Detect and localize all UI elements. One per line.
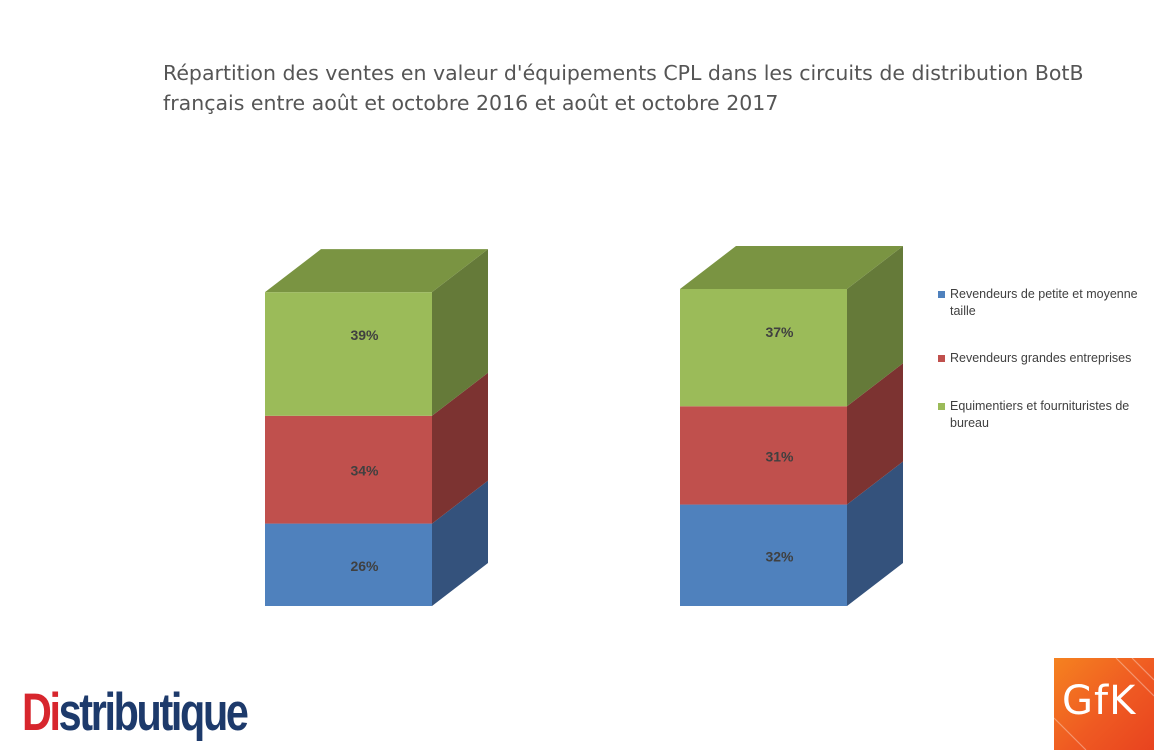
legend-item-enterprise-resellers: Revendeurs grandes entreprises bbox=[938, 350, 1158, 367]
bar-segment-side bbox=[432, 372, 488, 524]
data-label: 31% bbox=[765, 448, 794, 464]
chart-title-line-2: français entre août et octobre 2016 et a… bbox=[163, 91, 779, 115]
distributique-logo: Distributique bbox=[22, 683, 249, 742]
gfk-logo-text: GfK bbox=[1062, 678, 1137, 724]
bar-segment-side bbox=[432, 249, 488, 416]
bar-segment-front bbox=[265, 523, 432, 606]
bar-segment-side bbox=[847, 246, 903, 407]
bar-segment-front bbox=[680, 289, 847, 407]
gfk-logo: GfK bbox=[1054, 658, 1154, 750]
bar-segment-front bbox=[265, 415, 432, 524]
legend-label-cont: taille bbox=[950, 304, 976, 318]
legend-label: Equimentiers et fournituristes de bbox=[950, 399, 1130, 413]
legend-item-small-medium-resellers: Revendeurs de petite et moyenne taille bbox=[938, 286, 1158, 320]
legend-item-office-suppliers: Equimentiers et fournituristes de bureau bbox=[938, 398, 1158, 432]
bar-segment-side bbox=[847, 363, 903, 505]
gfk-logo-lines bbox=[1054, 658, 1154, 750]
legend-label: Revendeurs de petite et moyenne bbox=[950, 287, 1138, 301]
data-label: 26% bbox=[350, 558, 379, 574]
bar-segment-side bbox=[432, 480, 488, 606]
chart-title: Répartition des ventes en valeur d'équip… bbox=[163, 58, 1123, 118]
data-label: 32% bbox=[765, 548, 794, 564]
chart-title-line-1: Répartition des ventes en valeur d'équip… bbox=[163, 61, 1084, 85]
legend-label-cont: bureau bbox=[950, 416, 989, 430]
bar-segment-top bbox=[265, 249, 488, 293]
chart-legend: Revendeurs de petite et moyenne taille R… bbox=[938, 286, 1158, 432]
bar-segment-top bbox=[680, 246, 903, 289]
bar-segment-side bbox=[847, 461, 903, 606]
bar-segment-front bbox=[680, 504, 847, 606]
legend-swatch-green bbox=[938, 403, 945, 410]
data-label: 37% bbox=[765, 324, 794, 340]
data-label: 34% bbox=[350, 463, 379, 479]
legend-swatch-blue bbox=[938, 291, 945, 298]
legend-swatch-red bbox=[938, 355, 945, 362]
bar-segment-front bbox=[680, 406, 847, 505]
data-label: 39% bbox=[350, 327, 379, 343]
legend-label: Revendeurs grandes entreprises bbox=[950, 351, 1132, 365]
bar-segment-front bbox=[265, 292, 432, 416]
